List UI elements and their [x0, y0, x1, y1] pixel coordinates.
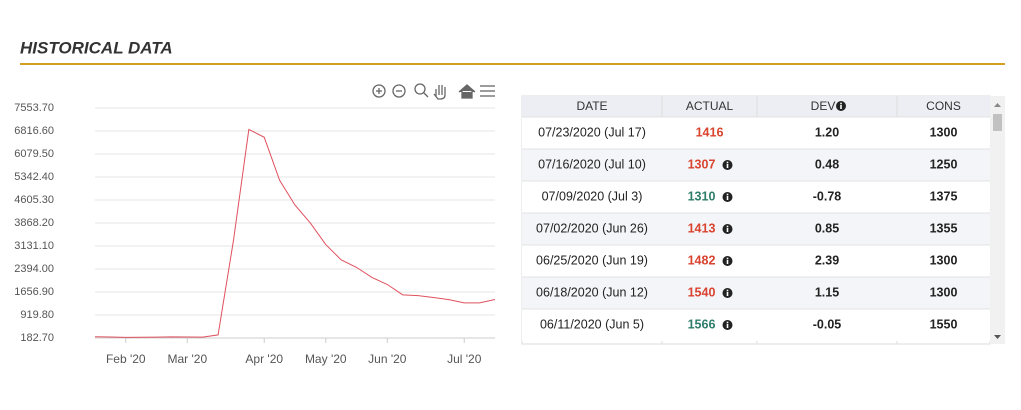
x-tick-label: Feb '20 [106, 352, 146, 366]
x-tick-label: Mar '20 [167, 352, 207, 366]
info-dot [840, 102, 842, 105]
row-bg [522, 213, 990, 245]
value-cell: 1.15 [815, 285, 839, 299]
info-dot [726, 193, 729, 196]
x-tick-label: Apr '20 [245, 352, 283, 366]
value-cell: -0.78 [813, 189, 842, 203]
date-cell: 06/11/2020 (Jun 5) [540, 317, 644, 331]
scrollbar[interactable] [990, 96, 1005, 344]
info-bar [726, 292, 729, 296]
scroll-down[interactable] [994, 335, 1001, 339]
column-header: DEV [811, 99, 836, 113]
line-series [94, 128, 496, 338]
y-tick-label: 919.80 [20, 309, 54, 321]
info-icon[interactable] [722, 224, 733, 234]
row-bg [522, 149, 990, 181]
info-bar [726, 196, 729, 200]
value-cell: 1416 [696, 125, 724, 139]
info-bar [726, 324, 729, 328]
y-tick-label: 1656.90 [14, 286, 54, 298]
value-cell: 1540 [688, 285, 716, 299]
value-cell: 1355 [930, 221, 958, 235]
menu[interactable] [480, 85, 495, 97]
y-tick-label: 6079.50 [14, 148, 54, 160]
row-bg [522, 181, 990, 213]
data-table: DATE ACTUAL DEV CONS 07/23/2020 (Jul 17) 1416… [521, 95, 991, 345]
column-header: ACTUAL [686, 99, 734, 113]
zoom-select[interactable] [414, 83, 429, 98]
y-tick-label: 182.70 [20, 332, 54, 344]
value-cell: 0.48 [815, 157, 839, 171]
chart-toolbar [372, 83, 495, 100]
info-bar [726, 164, 729, 168]
info-icon[interactable] [722, 256, 733, 266]
value-cell: 1566 [688, 317, 716, 331]
info-bar [840, 105, 842, 109]
value-cell: 1300 [930, 125, 958, 139]
x-tick-label: Jun '20 [368, 352, 407, 366]
info-dot [726, 257, 729, 260]
scroll-track [990, 96, 1005, 344]
y-tick-label: 6816.60 [14, 125, 54, 137]
info-dot [726, 161, 729, 164]
column-header: DATE [576, 99, 607, 113]
x-tick-label: May '20 [305, 352, 347, 366]
value-cell: 1.20 [815, 125, 839, 139]
reset[interactable] [458, 84, 476, 99]
y-tick-label: 2394.00 [14, 263, 54, 275]
info-icon[interactable] [722, 192, 733, 202]
value-cell: 1250 [930, 157, 958, 171]
y-tick-label: 3868.20 [14, 217, 54, 229]
info-bar [726, 260, 729, 264]
section-title: HISTORICAL DATA [20, 38, 173, 57]
row-bg [522, 117, 990, 149]
info-dot [726, 225, 729, 228]
info-icon[interactable] [722, 288, 733, 298]
value-cell: 0.85 [815, 221, 839, 235]
date-cell: 06/25/2020 (Jun 19) [536, 253, 648, 267]
info-dot [726, 289, 729, 292]
date-cell: 07/16/2020 (Jul 10) [538, 157, 646, 171]
row-bg [522, 245, 990, 277]
row-bg [522, 277, 990, 309]
y-tick-label: 3131.10 [14, 240, 54, 252]
info-icon[interactable] [722, 160, 733, 170]
scroll-up[interactable] [994, 103, 1001, 107]
y-tick-label: 4605.30 [14, 194, 54, 206]
value-cell: 1482 [688, 253, 716, 267]
zoom-in[interactable] [372, 84, 386, 98]
x-tick-label: Jul '20 [447, 352, 482, 366]
pan[interactable] [433, 85, 446, 100]
value-cell: 1310 [688, 189, 716, 203]
info-icon[interactable] [722, 320, 733, 330]
value-cell: 1300 [930, 253, 958, 267]
info-icon[interactable] [836, 101, 846, 111]
value-cell: 2.39 [815, 253, 839, 267]
info-bar [726, 228, 729, 232]
date-cell: 07/02/2020 (Jun 26) [536, 221, 648, 235]
value-cell: 1300 [930, 285, 958, 299]
column-header: CONS [926, 99, 961, 113]
value-cell: -0.05 [813, 317, 842, 331]
info-dot [726, 321, 729, 324]
zoom-out[interactable] [392, 84, 406, 98]
chart: 182.70 919.80 1656.90 2394.00 3131.10 3868.20… [14, 102, 496, 366]
value-cell: 1307 [688, 157, 716, 171]
row-bg [522, 309, 990, 341]
value-cell: 1550 [930, 317, 958, 331]
date-cell: 06/18/2020 (Jun 12) [536, 285, 648, 299]
value-cell: 1375 [930, 189, 958, 203]
scroll-thumb[interactable] [993, 114, 1002, 131]
y-tick-label: 5342.40 [14, 171, 54, 183]
table-header-bg [522, 96, 990, 117]
date-cell: 07/09/2020 (Jul 3) [542, 189, 643, 203]
value-cell: 1413 [688, 221, 716, 235]
y-tick-label: 7553.70 [14, 102, 54, 114]
date-cell: 07/23/2020 (Jul 17) [538, 125, 646, 139]
